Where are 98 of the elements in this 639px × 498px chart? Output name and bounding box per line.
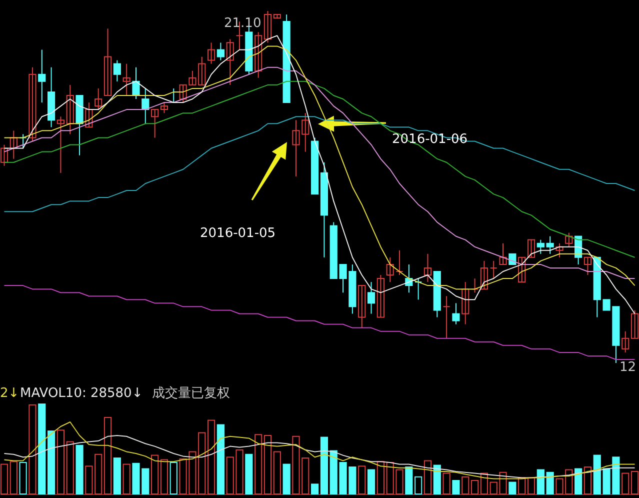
candlestick — [442, 296, 450, 339]
bar — [104, 417, 112, 494]
candlestick — [207, 42, 216, 64]
bar — [38, 404, 46, 494]
annotation: 12 — [619, 360, 636, 375]
bar — [527, 477, 536, 494]
candlestick — [142, 88, 150, 124]
bar — [273, 451, 281, 494]
bar — [584, 466, 592, 494]
candlestick — [254, 32, 262, 78]
candlestick — [94, 88, 102, 110]
bar — [170, 462, 178, 494]
bar — [630, 471, 639, 494]
candlestick — [216, 42, 224, 61]
candlestick — [452, 302, 460, 325]
candlestick — [376, 274, 384, 318]
bar — [245, 454, 253, 494]
text: 2↓ — [0, 386, 20, 401]
candlestick — [122, 63, 130, 96]
candlestick — [565, 232, 573, 248]
bar — [47, 430, 56, 494]
candlestick — [630, 310, 639, 339]
bar — [442, 472, 450, 494]
bar — [376, 461, 384, 494]
candlestick — [536, 239, 544, 254]
candlestick — [38, 49, 46, 104]
bar — [151, 454, 159, 494]
bar — [207, 420, 216, 494]
candlestick — [160, 102, 168, 114]
bar — [462, 476, 470, 494]
candlestick — [527, 239, 536, 258]
bar — [311, 484, 319, 494]
candlestick — [424, 253, 432, 283]
candlestick — [132, 66, 140, 100]
bar — [405, 466, 413, 494]
bar — [480, 472, 488, 494]
bar — [320, 436, 328, 494]
candlestick — [85, 102, 93, 128]
annotation: 2016-01-05 — [200, 226, 276, 241]
bar — [424, 460, 432, 494]
bar — [574, 468, 582, 494]
bar — [433, 464, 441, 494]
candlestick — [396, 250, 404, 276]
candlestick — [113, 60, 121, 82]
candlestick — [264, 10, 272, 44]
candlestick — [56, 116, 64, 174]
bar — [216, 424, 224, 494]
candlestick — [462, 282, 470, 325]
candlestick — [226, 38, 234, 86]
bar — [10, 461, 18, 494]
candlestick — [28, 66, 36, 142]
bar — [508, 482, 516, 494]
bar — [113, 458, 121, 494]
bar — [414, 476, 422, 494]
bar — [0, 464, 8, 494]
bar — [518, 477, 526, 494]
bar — [470, 480, 479, 494]
candlestick — [490, 260, 498, 280]
annotation: 21.10 — [224, 16, 262, 31]
candlestick — [480, 260, 488, 290]
candlestick — [0, 144, 8, 166]
bar — [622, 472, 630, 494]
candlestick — [518, 256, 526, 283]
bar — [282, 464, 290, 494]
candlestick — [499, 242, 507, 265]
candlestick — [104, 28, 112, 96]
candlestick — [66, 84, 74, 135]
candlestick — [556, 242, 564, 258]
bar — [358, 466, 366, 494]
bar — [19, 462, 27, 494]
bar — [452, 480, 460, 494]
text: MAVOL10: 28580↓ — [20, 386, 143, 401]
candlestick — [367, 282, 376, 314]
bar — [28, 404, 36, 494]
candlestick — [10, 130, 18, 160]
bar — [198, 432, 206, 494]
bar — [122, 464, 130, 494]
bar — [94, 454, 102, 494]
bar — [264, 435, 272, 494]
candlestick — [151, 109, 159, 138]
bar — [66, 441, 74, 494]
candlestick — [414, 278, 422, 300]
text: 成交量已复权 — [152, 385, 230, 401]
candlestick — [622, 330, 630, 353]
candlestick — [198, 56, 206, 86]
bar — [160, 459, 168, 494]
candlestick — [508, 253, 516, 265]
candlestick — [584, 256, 592, 276]
candlestick — [546, 236, 554, 254]
bar — [56, 430, 64, 494]
candlestick — [358, 285, 366, 328]
bar — [76, 444, 84, 494]
candlestick — [386, 256, 394, 283]
bar — [536, 469, 544, 494]
bar — [367, 469, 376, 494]
bar — [254, 434, 262, 494]
bar — [546, 472, 554, 494]
bar — [85, 466, 93, 494]
